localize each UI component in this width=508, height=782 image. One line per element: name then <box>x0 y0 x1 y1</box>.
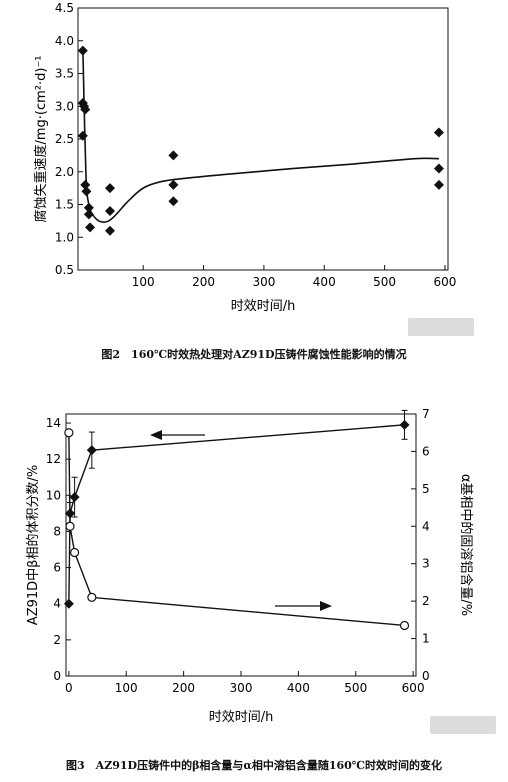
data-point <box>81 186 92 197</box>
y-tick-label: 2.0 <box>55 165 74 179</box>
data-point <box>87 592 97 602</box>
data-point <box>85 222 96 233</box>
right-tick-label: 2 <box>422 594 430 608</box>
data-point <box>65 521 75 531</box>
data-point <box>77 130 88 141</box>
watermark <box>408 318 474 336</box>
x-tick-label: 300 <box>230 681 253 695</box>
y-tick-label: 4.5 <box>55 1 74 15</box>
watermark <box>430 716 496 734</box>
data-point <box>77 45 88 56</box>
data-point <box>168 179 179 190</box>
x-tick-label: 100 <box>115 681 138 695</box>
right-tick-label: 3 <box>422 557 430 571</box>
series-line <box>68 424 405 604</box>
data-point <box>104 183 115 194</box>
left-tick-label: 0 <box>53 669 61 683</box>
data-point <box>168 150 179 161</box>
x-tick-label: 0 <box>65 681 73 695</box>
x-tick-label: 400 <box>313 275 336 289</box>
data-point <box>399 620 410 631</box>
left-axis-label: AZ91D中β相的体积分数/% <box>25 465 41 625</box>
corrosion-rate-chart: 100 200 300 400 500 600 0.5 1.0 1.5 2.0 2.5 3.0 3.5… <box>33 1 457 314</box>
arrow-right <box>275 601 332 611</box>
right-axis-ticks: 0 1 2 3 4 5 6 7 <box>411 407 430 683</box>
x-tick-label: 400 <box>287 681 310 695</box>
data-point <box>83 202 94 213</box>
right-axis-label: α基相中的固溶铝含量/% <box>458 474 474 616</box>
data-point <box>80 104 91 115</box>
data-point <box>86 445 97 456</box>
x-tick-label: 500 <box>373 275 396 289</box>
y-tick-label: 3.0 <box>55 99 74 113</box>
data-point <box>64 428 74 438</box>
data-point <box>69 492 80 503</box>
trend-curve <box>82 47 439 223</box>
data-point <box>63 598 74 609</box>
left-tick-label: 14 <box>46 416 61 430</box>
data-point <box>83 209 94 220</box>
x-tick-label: 200 <box>192 275 215 289</box>
y-tick-label: 3.5 <box>55 67 74 81</box>
x-axis-label: 时效时间/h <box>231 299 296 314</box>
x-tick-label: 300 <box>252 275 275 289</box>
x-axis-label: 时效时间/h <box>209 710 274 725</box>
y-tick-label: 1.5 <box>55 198 74 212</box>
data-series <box>63 409 410 631</box>
y-tick-label: 2.5 <box>55 132 74 146</box>
right-tick-label: 6 <box>422 444 430 458</box>
right-tick-label: 4 <box>422 519 430 533</box>
right-tick-label: 5 <box>422 482 430 496</box>
data-point <box>80 179 91 190</box>
right-tick-label: 1 <box>422 632 430 646</box>
x-axis-ticks: 0 100 200 300 400 500 600 <box>65 671 425 695</box>
x-tick-label: 600 <box>402 681 425 695</box>
left-tick-label: 2 <box>53 633 61 647</box>
data-point <box>433 127 444 138</box>
data-point <box>433 163 444 174</box>
y-tick-label: 0.5 <box>55 263 74 277</box>
figure-caption: 图3 AZ91D压铸件中的β相含量与α相中溶铝含量随160℃时效时间的变化 <box>66 759 442 772</box>
right-tick-label: 7 <box>422 407 430 421</box>
y-tick-label: 1.0 <box>55 230 74 244</box>
x-tick-label: 100 <box>132 275 155 289</box>
data-point <box>70 547 80 558</box>
data-point <box>104 206 115 217</box>
left-tick-label: 12 <box>46 452 61 466</box>
arrow-left <box>150 430 205 440</box>
x-tick-label: 600 <box>434 275 457 289</box>
plot-frame <box>65 413 417 677</box>
left-tick-label: 4 <box>53 597 61 611</box>
data-point <box>433 179 444 190</box>
y-tick-label: 4.0 <box>55 34 74 48</box>
x-tick-label: 200 <box>172 681 195 695</box>
x-tick-label: 500 <box>344 681 367 695</box>
left-tick-label: 6 <box>53 561 61 575</box>
figure-caption: 图2 160℃时效热处理对AZ91D压铸件腐蚀性能影响的情况 <box>101 348 407 361</box>
y-axis-label: 腐蚀失重速度/mg·(cm²·d)⁻¹ <box>33 55 49 222</box>
left-axis-ticks: 0 2 4 6 8 10 12 14 <box>46 416 71 683</box>
data-point <box>104 225 115 236</box>
data-points <box>77 45 444 236</box>
data-point <box>168 196 179 207</box>
x-axis-ticks: 100 200 300 400 500 600 <box>132 265 457 289</box>
data-point <box>399 419 410 430</box>
series-line <box>68 432 405 627</box>
left-tick-label: 10 <box>46 488 61 502</box>
plot-frame <box>77 7 449 271</box>
right-tick-label: 0 <box>422 669 430 683</box>
y-axis-ticks: 0.5 1.0 1.5 2.0 2.5 3.0 3.5 4.0 4.5 <box>55 1 83 277</box>
left-tick-label: 8 <box>53 524 61 538</box>
